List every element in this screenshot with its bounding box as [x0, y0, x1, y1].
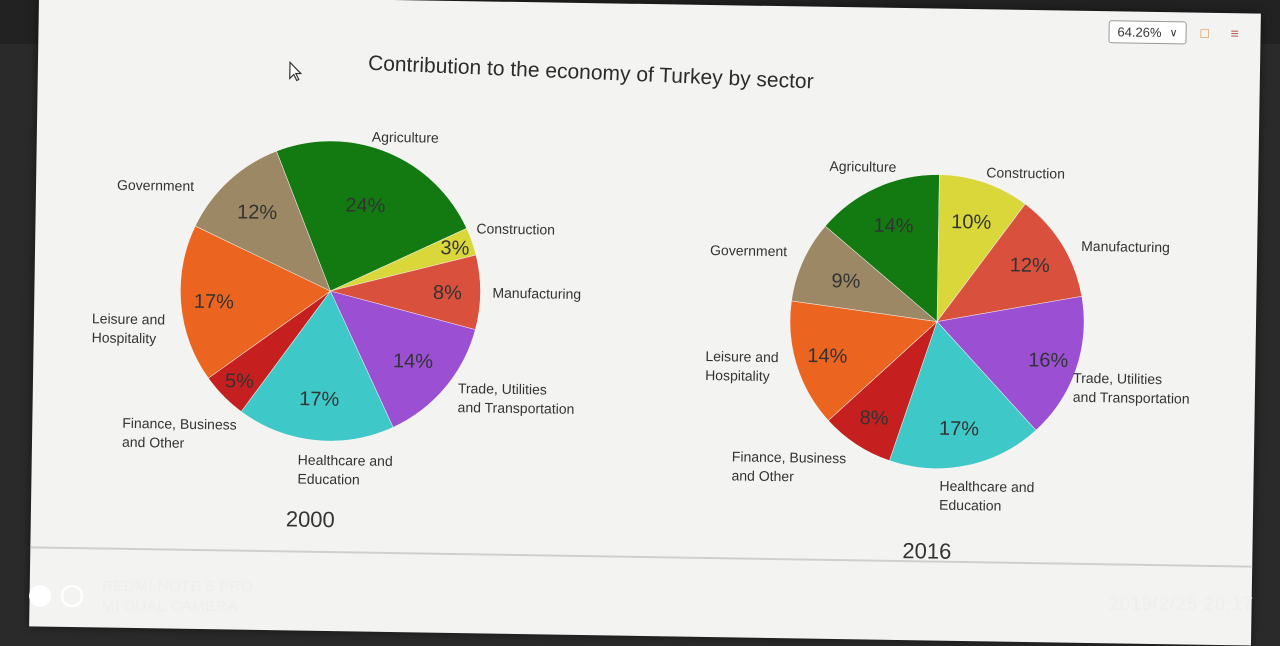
photo-timestamp: 2019/2/25 20:17 — [1108, 594, 1254, 614]
category-label-manufacturing: Manufacturing — [492, 285, 581, 302]
pie-slice-manufacturing — [936, 203, 1083, 322]
mouse-cursor-icon — [289, 60, 303, 82]
pct-label-construction: 10% — [951, 211, 992, 234]
category-label-line: Government — [117, 177, 194, 194]
category-label-finance-business-and-other: Finance, Businessand Other — [731, 448, 846, 485]
pct-label-leisure-and-hospitality: 17% — [194, 291, 235, 314]
pie-slice-healthcare-and-education — [240, 290, 394, 442]
pie-chart-2016: 10% Construction 12% Manufacturing 16%Trade,… — [705, 158, 1190, 564]
pct-label-agriculture: 24% — [345, 195, 386, 218]
category-label-line: Hospitality — [705, 367, 770, 384]
pct-label-government: 9% — [831, 270, 860, 292]
category-label-line: Leisure and — [705, 348, 778, 365]
category-label-line: Finance, Business — [732, 448, 847, 466]
pie-slice-leisure-and-hospitality — [180, 225, 331, 379]
category-label-line: Healthcare and — [939, 478, 1034, 495]
category-label-healthcare-and-education: Healthcare and Education — [939, 478, 1034, 514]
pct-label-healthcare-and-education: 17% — [939, 418, 980, 441]
category-label-government: Government — [117, 177, 194, 194]
category-label-line: Healthcare and — [298, 452, 393, 469]
category-label-line: Agriculture — [372, 129, 439, 146]
pct-label-manufacturing: 12% — [1010, 254, 1051, 277]
category-label-agriculture: Agriculture — [372, 129, 439, 146]
category-label-line: and Transportation — [457, 399, 574, 417]
pct-label-government: 12% — [237, 201, 278, 224]
pct-label-healthcare-and-education: 17% — [299, 388, 340, 411]
camera-device-line2: MI DUAL CAMERA — [102, 598, 238, 615]
pct-label-finance-business-and-other: 8% — [859, 407, 888, 429]
category-label-construction: Construction — [476, 220, 555, 237]
category-label-line: Construction — [476, 220, 555, 237]
category-label-line: Finance, Business — [122, 415, 237, 433]
pct-label-construction: 3% — [440, 237, 469, 259]
category-label-line: Agriculture — [829, 158, 896, 175]
category-label-line: and Transportation — [1073, 389, 1190, 407]
category-label-construction: Construction — [986, 164, 1065, 181]
pie-slice-agriculture — [824, 174, 940, 323]
category-label-trade-utilities-and-transportation: Trade, Utilities and Transportation — [1073, 370, 1190, 407]
category-label-line: and Other — [731, 467, 794, 484]
pie-slice-government — [194, 150, 331, 292]
category-label-trade-utilities-and-transportation: Trade, Utilities and Transportation — [457, 380, 574, 417]
pie-slice-agriculture — [276, 140, 468, 292]
category-label-government: Government — [710, 242, 787, 259]
category-label-manufacturing: Manufacturing — [1081, 238, 1170, 255]
pie-slice-trade-utilities-and-transportation — [936, 296, 1085, 431]
pct-label-manufacturing: 8% — [433, 282, 462, 304]
category-label-line: Manufacturing — [1081, 238, 1170, 255]
category-label-line: Hospitality — [92, 329, 157, 346]
monitor-screen: 64.26% ∨ □ ≡ Contribution to the economy… — [29, 0, 1261, 646]
category-label-line: Manufacturing — [492, 285, 581, 302]
pie-slice-leisure-and-hospitality — [789, 300, 938, 421]
camera-dots-icon — [29, 584, 84, 608]
category-label-line: and Other — [122, 434, 185, 451]
pie-slice-healthcare-and-education — [889, 321, 1037, 469]
pie-slice-government — [791, 225, 938, 322]
category-label-line: Leisure and — [92, 310, 165, 327]
category-label-agriculture: Agriculture — [829, 158, 896, 175]
category-label-line: Education — [939, 497, 1002, 514]
year-label-2000: 2000 — [286, 506, 335, 532]
category-label-line: Trade, Utilities — [1073, 370, 1162, 387]
category-label-healthcare-and-education: Healthcare and Education — [297, 452, 392, 488]
camera-watermark: REDMI NOTE 5 PRO MI DUAL CAMERA — [28, 577, 253, 617]
category-label-leisure-and-hospitality: Leisure and Hospitality — [92, 310, 166, 346]
category-label-leisure-and-hospitality: Leisure and Hospitality — [705, 348, 779, 384]
category-label-finance-business-and-other: Finance, Businessand Other — [122, 415, 237, 452]
pct-label-trade-utilities-and-transportation: 14% — [393, 350, 434, 373]
pie-chart-2000: 24% Agriculture 3% Construction 8% Manufactur… — [92, 129, 582, 532]
camera-device-line1: REDMI NOTE 5 PRO — [102, 578, 254, 595]
category-label-line: Education — [297, 471, 360, 488]
pie-charts: 24% Agriculture 3% Construction 8% Manufactur… — [92, 129, 1190, 564]
pie-slice-trade-utilities-and-transportation — [329, 290, 476, 428]
category-label-line: Trade, Utilities — [458, 380, 547, 397]
pct-label-leisure-and-hospitality: 14% — [807, 345, 848, 368]
pct-label-trade-utilities-and-transportation: 16% — [1028, 349, 1069, 372]
category-label-line: Construction — [986, 164, 1065, 181]
pie-slice-construction — [936, 174, 1026, 323]
pct-label-finance-business-and-other: 5% — [225, 370, 254, 392]
category-label-line: Government — [710, 242, 787, 259]
pct-label-agriculture: 14% — [873, 215, 914, 238]
